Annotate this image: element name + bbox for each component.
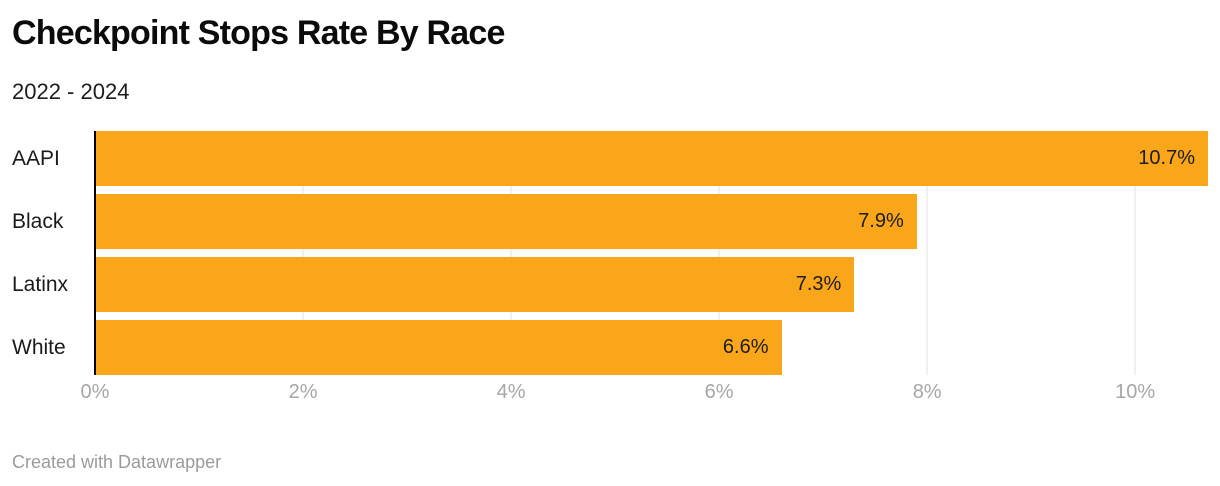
page-title: Checkpoint Stops Rate By Race: [12, 14, 505, 52]
y-axis-line: [94, 131, 96, 376]
grid-line: [718, 131, 720, 376]
category-label: White: [12, 336, 66, 360]
value-label: 6.6%: [722, 336, 769, 359]
bar-row: Latinx 7.3%: [12, 257, 1208, 313]
grid-line: [510, 131, 512, 376]
bar: 7.3%: [95, 257, 855, 313]
category-label: Latinx: [12, 273, 69, 297]
bar: 6.6%: [95, 320, 782, 376]
bar-row: White 6.6%: [12, 320, 1208, 376]
bar-track: 7.3%: [95, 257, 1208, 313]
bar-rows: AAPI 10.7% Black 7.9% Latinx 7.3% White 6.6%: [12, 131, 1208, 376]
footer-attribution: Created with Datawrapper: [12, 452, 222, 472]
bar-chart: AAPI 10.7% Black 7.9% Latinx 7.3% White 6.6%: [12, 131, 1208, 376]
bar-row: AAPI 10.7%: [12, 131, 1208, 187]
bar: 7.9%: [95, 194, 917, 250]
x-tick-label: 6%: [704, 381, 734, 404]
bar-row: Black 7.9%: [12, 194, 1208, 250]
bar-track: 6.6%: [95, 320, 1208, 376]
gridlines-layer: [95, 131, 1208, 376]
bar-track: 10.7%: [95, 131, 1208, 187]
x-tick-label: 2%: [288, 381, 318, 404]
grid-line: [1134, 131, 1136, 376]
x-axis-ticks: 0% 2% 4% 6% 8% 10%: [81, 381, 1208, 409]
bar: 10.7%: [95, 131, 1208, 187]
bar-track: 7.9%: [95, 194, 1208, 250]
category-label: Black: [12, 210, 64, 234]
value-label: 10.7%: [1138, 147, 1195, 170]
x-tick-label: 10%: [1115, 381, 1156, 404]
value-label: 7.9%: [858, 210, 904, 233]
x-tick-label: 8%: [912, 381, 942, 404]
page-subtitle: 2022 - 2024: [12, 78, 130, 104]
grid-line: [926, 131, 928, 376]
category-label: AAPI: [12, 147, 60, 171]
x-tick-label: 0%: [80, 381, 110, 404]
x-tick-label: 4%: [496, 381, 526, 404]
value-label: 7.3%: [795, 273, 842, 296]
grid-line: [302, 131, 304, 376]
